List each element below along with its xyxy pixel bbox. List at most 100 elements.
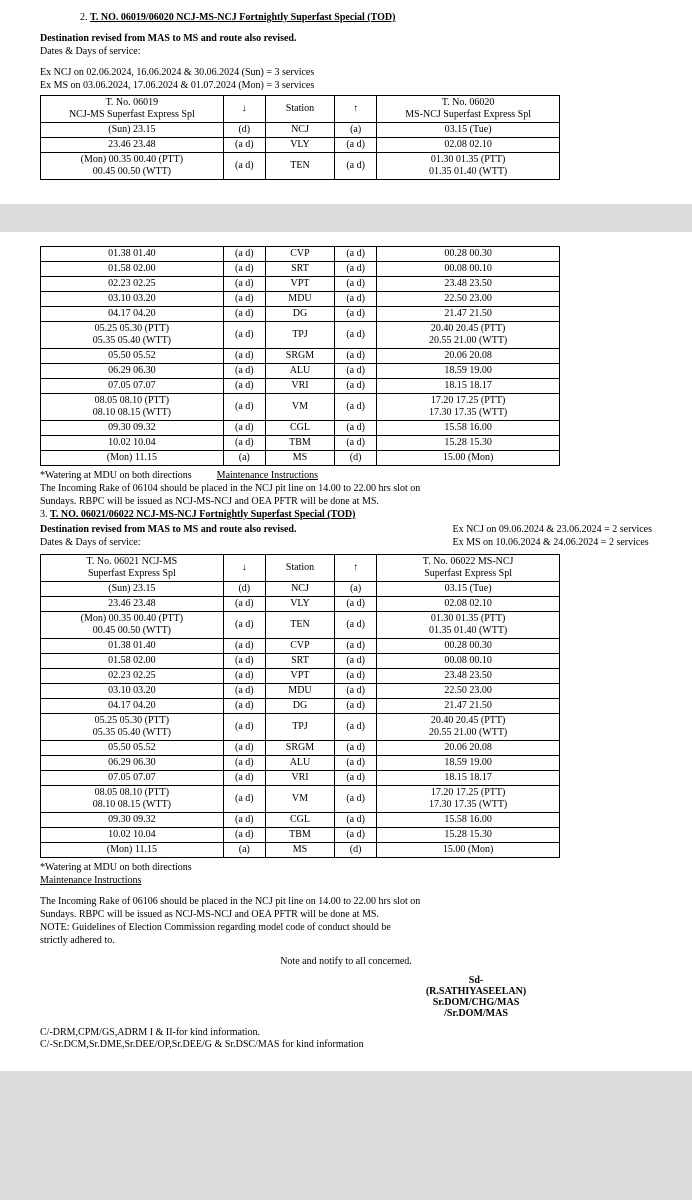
table-cell: 07.05 07.07	[41, 379, 224, 394]
table-row: 07.05 07.07(a d)VRI(a d)18.15 18.17	[41, 771, 560, 786]
table-cell: (a d)	[223, 639, 265, 654]
table-row: 03.10 03.20(a d)MDU(a d)22.50 23.00	[41, 292, 560, 307]
dates-label-3: Dates & Days of service:	[40, 537, 296, 548]
table-row: 06.29 06.30(a d)ALU(a d)18.59 19.00	[41, 756, 560, 771]
section2-heading: 2. T. NO. 06019/06020 NCJ-MS-NCJ Fortnig…	[80, 12, 652, 23]
table-cell: 20.06 20.08	[377, 741, 560, 756]
table-cell: 15.58 16.00	[377, 813, 560, 828]
table-cell: 03.15 (Tue)	[377, 123, 560, 138]
table-cell: TBM	[265, 436, 334, 451]
table-cell: (a d)	[223, 394, 265, 421]
table-row: 05.25 05.30 (PTT)05.35 05.40 (WTT)(a d)T…	[41, 714, 560, 741]
table-cell: 09.30 09.32	[41, 813, 224, 828]
table-cell: VPT	[265, 277, 334, 292]
table-cell: VLY	[265, 138, 334, 153]
table-cell: 00.28 00.30	[377, 247, 560, 262]
maint1-l1: The Incoming Rake of 06104 should be pla…	[40, 483, 652, 494]
table-cell: 15.28 15.30	[377, 436, 560, 451]
table-cell: (a)	[223, 843, 265, 858]
table-cell: 04.17 04.20	[41, 307, 224, 322]
table-cell: (Mon) 00.35 00.40 (PTT)00.45 00.50 (WTT)	[41, 612, 224, 639]
table-row: (Mon) 11.15(a)MS(d)15.00 (Mon)	[41, 451, 560, 466]
table-row: (Sun) 23.15(d)NCJ(a)03.15 (Tue)	[41, 582, 560, 597]
table-cell: (a d)	[223, 322, 265, 349]
table-cell: (a d)	[335, 813, 377, 828]
table-cell: 02.23 02.25	[41, 277, 224, 292]
table-cell: (a d)	[223, 277, 265, 292]
table-cell: (a d)	[335, 639, 377, 654]
table-cell: 01.30 01.35 (PTT)01.35 01.40 (WTT)	[377, 612, 560, 639]
table-cell: (a d)	[335, 828, 377, 843]
table-cell: CVP	[265, 639, 334, 654]
table-cell: (a d)	[335, 292, 377, 307]
cc-line-2: C/-Sr.DCM,Sr.DME,Sr.DEE/OP,Sr.DEE/G & Sr…	[40, 1039, 652, 1050]
table-row: 08.05 08.10 (PTT)08.10 08.15 (WTT)(a d)V…	[41, 394, 560, 421]
table-row: (Mon) 11.15(a)MS(d)15.00 (Mon)	[41, 843, 560, 858]
table-cell: (a d)	[223, 153, 265, 180]
notify-line: Note and notify to all concerned.	[40, 956, 652, 967]
table-cell: (a d)	[335, 322, 377, 349]
table-cell: 15.00 (Mon)	[377, 843, 560, 858]
table-cell: 01.58 02.00	[41, 654, 224, 669]
t3-head-right: T. No. 06022 MS-NCJSuperfast Express Spl	[377, 555, 560, 582]
table-cell: 15.58 16.00	[377, 421, 560, 436]
table-cell: (a d)	[335, 597, 377, 612]
table-cell: (a d)	[223, 654, 265, 669]
t1-head-left: T. No. 06019NCJ-MS Superfast Express Spl	[41, 96, 224, 123]
maint2-l2: Sundays. RBPC will be issued as NCJ-MS-N…	[40, 909, 652, 920]
t1-head-right: T. No. 06020MS-NCJ Superfast Express Spl	[377, 96, 560, 123]
table-cell: 18.59 19.00	[377, 756, 560, 771]
ex-line-3a: Ex NCJ on 09.06.2024 & 23.06.2024 = 2 se…	[452, 524, 652, 535]
table-row: 05.50 05.52(a d)SRGM(a d)20.06 20.08	[41, 741, 560, 756]
table-cell: 01.38 01.40	[41, 639, 224, 654]
table-cell: 20.06 20.08	[377, 349, 560, 364]
table-cell: (a d)	[223, 597, 265, 612]
table-cell: 18.15 18.17	[377, 771, 560, 786]
table-row: 04.17 04.20(a d)DG(a d)21.47 21.50	[41, 307, 560, 322]
table-cell: TPJ	[265, 322, 334, 349]
table-row: 06.29 06.30(a d)ALU(a d)18.59 19.00	[41, 364, 560, 379]
table-cell: VPT	[265, 669, 334, 684]
table-cell: 20.40 20.45 (PTT)20.55 21.00 (WTT)	[377, 714, 560, 741]
table-cell: 05.25 05.30 (PTT)05.35 05.40 (WTT)	[41, 322, 224, 349]
table-cell: (a d)	[335, 277, 377, 292]
table-cell: (a)	[335, 123, 377, 138]
table-cell: 05.50 05.52	[41, 741, 224, 756]
table-row: 01.38 01.40(a d)CVP(a d)00.28 00.30	[41, 639, 560, 654]
section3-heading: 3. T. NO. 06021/06022 NCJ-MS-NCJ Fortnig…	[40, 509, 652, 520]
table-cell: 21.47 21.50	[377, 699, 560, 714]
table-row: 08.05 08.10 (PTT)08.10 08.15 (WTT)(a d)V…	[41, 786, 560, 813]
table-cell: (d)	[335, 451, 377, 466]
table-cell: 02.08 02.10	[377, 138, 560, 153]
table-row: 09.30 09.32(a d)CGL(a d)15.58 16.00	[41, 421, 560, 436]
table-row: 07.05 07.07(a d)VRI(a d)18.15 18.17	[41, 379, 560, 394]
table-row: 01.58 02.00(a d)SRT(a d)00.08 00.10	[41, 262, 560, 277]
table-cell: 17.20 17.25 (PTT)17.30 17.35 (WTT)	[377, 786, 560, 813]
table-cell: (a d)	[223, 349, 265, 364]
table-cell: (a d)	[335, 379, 377, 394]
table-cell: (a d)	[335, 436, 377, 451]
table-cell: (a)	[223, 451, 265, 466]
table-cell: TEN	[265, 612, 334, 639]
timetable-1: T. No. 06019NCJ-MS Superfast Express Spl…	[40, 95, 560, 180]
sign-post1: Sr.DOM/CHG/MAS	[300, 997, 652, 1008]
table-cell: (a d)	[223, 813, 265, 828]
table-cell: (a d)	[223, 292, 265, 307]
sign-sd: Sd-	[300, 975, 652, 986]
table-cell: ALU	[265, 756, 334, 771]
table-cell: (a d)	[335, 364, 377, 379]
table-cell: 00.08 00.10	[377, 654, 560, 669]
table-cell: 10.02 10.04	[41, 436, 224, 451]
table-cell: (a d)	[335, 669, 377, 684]
table-cell: VRI	[265, 771, 334, 786]
table-cell: (a d)	[223, 669, 265, 684]
table-cell: (Mon) 00.35 00.40 (PTT)00.45 00.50 (WTT)	[41, 153, 224, 180]
t1-head-station: Station	[265, 96, 334, 123]
table-cell: VM	[265, 786, 334, 813]
table-cell: ALU	[265, 364, 334, 379]
table-cell: (a d)	[335, 654, 377, 669]
sign-post2: /Sr.DOM/MAS	[300, 1008, 652, 1019]
table-cell: 10.02 10.04	[41, 828, 224, 843]
page-2: 01.38 01.40(a d)CVP(a d)00.28 00.3001.58…	[0, 232, 692, 1071]
watering-note-2: *Watering at MDU on both directions	[40, 862, 652, 873]
